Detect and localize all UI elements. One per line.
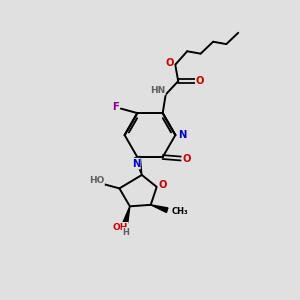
Text: HN: HN (150, 85, 165, 94)
Text: O: O (158, 180, 167, 190)
Text: N: N (132, 159, 140, 169)
Text: CH₃: CH₃ (172, 207, 188, 216)
Polygon shape (123, 206, 130, 224)
Polygon shape (151, 205, 168, 212)
Text: O: O (182, 154, 191, 164)
Polygon shape (134, 156, 142, 175)
Text: HO: HO (89, 176, 104, 185)
Text: O: O (165, 58, 173, 68)
Text: OH: OH (112, 223, 128, 232)
Text: N: N (178, 130, 186, 140)
Text: F: F (112, 102, 119, 112)
Text: O: O (196, 76, 204, 86)
Text: H: H (122, 228, 129, 237)
